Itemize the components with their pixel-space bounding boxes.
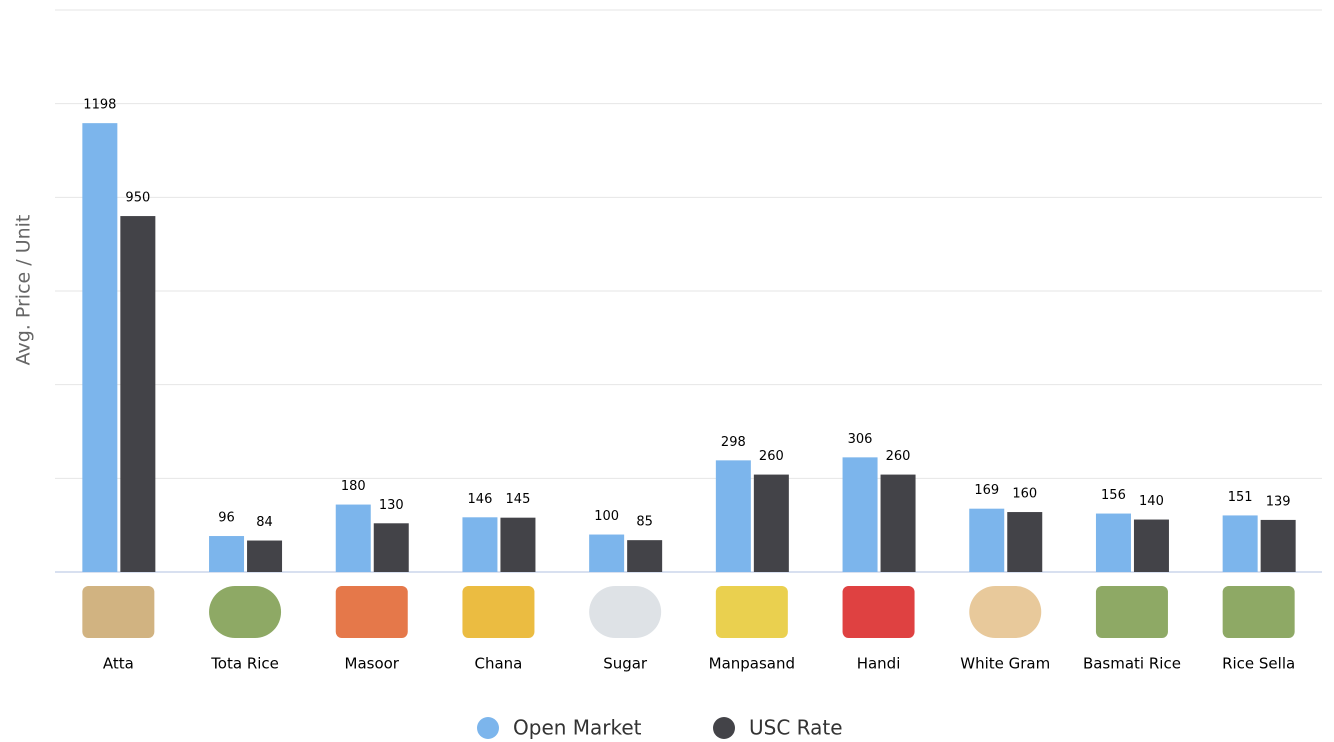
data-label: 260 <box>886 449 911 464</box>
data-label: 160 <box>1012 487 1037 502</box>
x-tick-label: Manpasand <box>709 655 795 673</box>
data-label: 950 <box>125 191 150 206</box>
bar <box>627 540 663 572</box>
bar <box>1095 513 1131 572</box>
x-tick-label: Handi <box>857 655 901 673</box>
bar <box>462 517 498 572</box>
bar <box>247 540 283 572</box>
data-label: 85 <box>636 515 653 530</box>
bar <box>1007 512 1043 572</box>
x-tick-label: Tota Rice <box>210 655 279 673</box>
bar <box>589 534 625 572</box>
data-label: 84 <box>256 515 273 530</box>
data-label: 169 <box>974 483 999 498</box>
legend-label: Open Market <box>513 716 642 740</box>
bar <box>209 536 245 572</box>
y-axis-title: Avg. Price / Unit <box>13 215 35 366</box>
data-label: 151 <box>1228 490 1253 505</box>
bar <box>1260 519 1296 572</box>
category-icon <box>335 586 408 638</box>
bar <box>969 508 1005 572</box>
data-label: 96 <box>218 511 235 526</box>
bar <box>120 216 156 573</box>
data-label: 145 <box>506 492 531 507</box>
bar <box>500 517 536 572</box>
data-label: 156 <box>1101 488 1126 503</box>
data-label: 298 <box>721 435 746 450</box>
x-tick-label: Masoor <box>345 655 400 673</box>
bar <box>715 460 751 572</box>
category-icon <box>462 586 535 638</box>
data-label: 180 <box>341 479 366 494</box>
x-tick-label: Sugar <box>603 655 648 673</box>
x-tick-label: Atta <box>103 655 134 673</box>
data-label: 139 <box>1266 494 1291 509</box>
x-tick-label: White Gram <box>960 655 1050 673</box>
bar <box>82 123 118 573</box>
legend-marker <box>477 717 499 739</box>
category-icon <box>1095 586 1168 638</box>
x-tick-label: Basmati Rice <box>1083 655 1181 673</box>
category-icon <box>842 586 915 638</box>
bar <box>842 457 878 572</box>
data-label: 1198 <box>83 98 116 113</box>
data-label: 306 <box>848 432 873 447</box>
data-label: 100 <box>594 509 619 524</box>
category-icon <box>82 586 155 638</box>
legend-label: USC Rate <box>749 716 843 740</box>
bar <box>880 474 916 572</box>
bar <box>335 504 371 572</box>
category-icon <box>715 586 788 638</box>
x-tick-label: Chana <box>475 655 523 673</box>
category-icon <box>969 586 1042 638</box>
data-label: 260 <box>759 449 784 464</box>
bar <box>1133 519 1169 572</box>
data-label: 146 <box>468 492 493 507</box>
legend-marker <box>713 717 735 739</box>
bar <box>373 523 409 572</box>
data-label: 130 <box>379 498 404 513</box>
category-icon <box>209 586 282 638</box>
data-label: 140 <box>1139 494 1164 509</box>
category-icon <box>1222 586 1295 638</box>
bar <box>753 474 789 572</box>
bar <box>1222 515 1258 572</box>
category-icon <box>589 586 662 638</box>
x-tick-label: Rice Sella <box>1222 655 1295 673</box>
